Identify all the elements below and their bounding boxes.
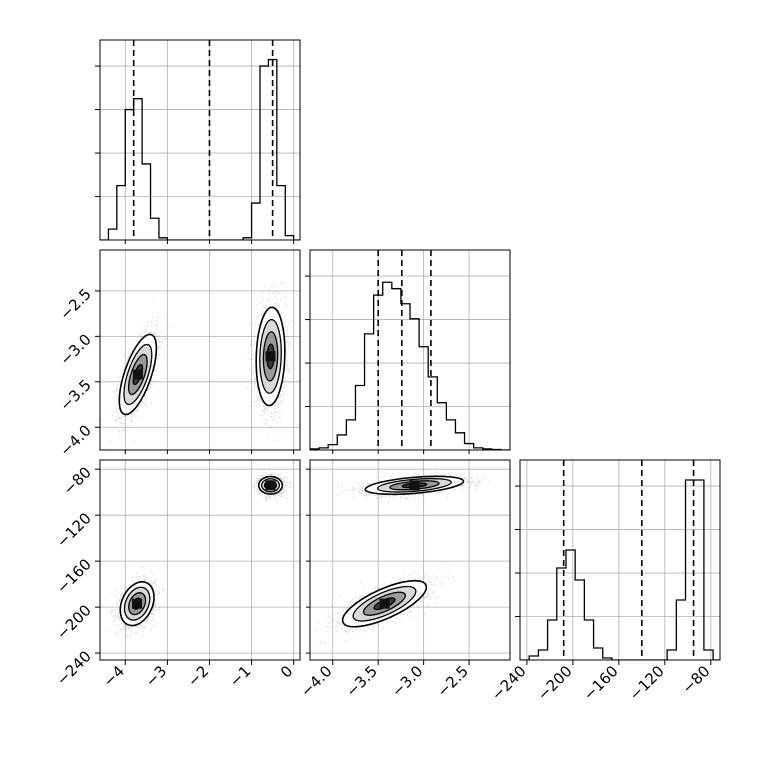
panel-frame [309,249,511,451]
panel-frame [99,39,301,241]
x-tick-label: 0 [277,662,296,681]
panel-frame [519,459,721,661]
x-tick-label: −1 [226,662,254,690]
y-tick-label: −120 [53,509,95,551]
y-tick-label: −2.5 [56,285,94,323]
histogram-steps [310,281,510,450]
histogram-panel-2 [515,459,721,661]
x-tick-label: −3.5 [343,662,381,700]
density-peak [265,480,276,491]
panel-frame [309,459,511,661]
scatter-panel-1-2 [309,459,511,661]
scatter-panel-0-2 [99,459,301,661]
x-tick-label: −3 [142,662,170,690]
x-tick-label: −200 [534,662,576,704]
x-tick-label: −4 [100,662,128,690]
x-tick-label: −3.0 [388,662,426,700]
density-peak [265,351,276,362]
x-tick-label: −240 [488,662,530,704]
histogram-steps [100,58,300,240]
histogram-steps [520,479,720,660]
panel-frame [99,459,301,661]
y-tick-label: −3.5 [56,376,94,414]
x-tick-label: −2 [184,662,212,690]
x-tick-label: −160 [580,662,622,704]
x-tick-label: −4.0 [297,662,335,700]
y-tick-label: −3.0 [56,330,94,368]
x-tick-label: −2.5 [433,662,471,700]
histogram-panel-1 [305,249,511,451]
y-tick-label: −240 [53,647,95,689]
y-tick-label: −200 [53,601,95,643]
density-peak [132,598,143,609]
y-tick-label: −4.0 [56,421,94,459]
x-tick-label: −120 [626,662,668,704]
panel-content [100,460,300,660]
y-tick-label: −160 [53,555,95,597]
panel-content [310,460,510,660]
y-tick-label: −80 [60,463,95,498]
density-peak [132,369,143,380]
histogram-panel-0 [95,39,301,241]
x-tick-label: −80 [679,662,714,697]
panel-content [100,250,300,450]
density-peak [379,598,390,609]
scatter-panel-0-1 [99,249,301,451]
density-peak [409,480,420,491]
panel-frame [99,249,301,451]
